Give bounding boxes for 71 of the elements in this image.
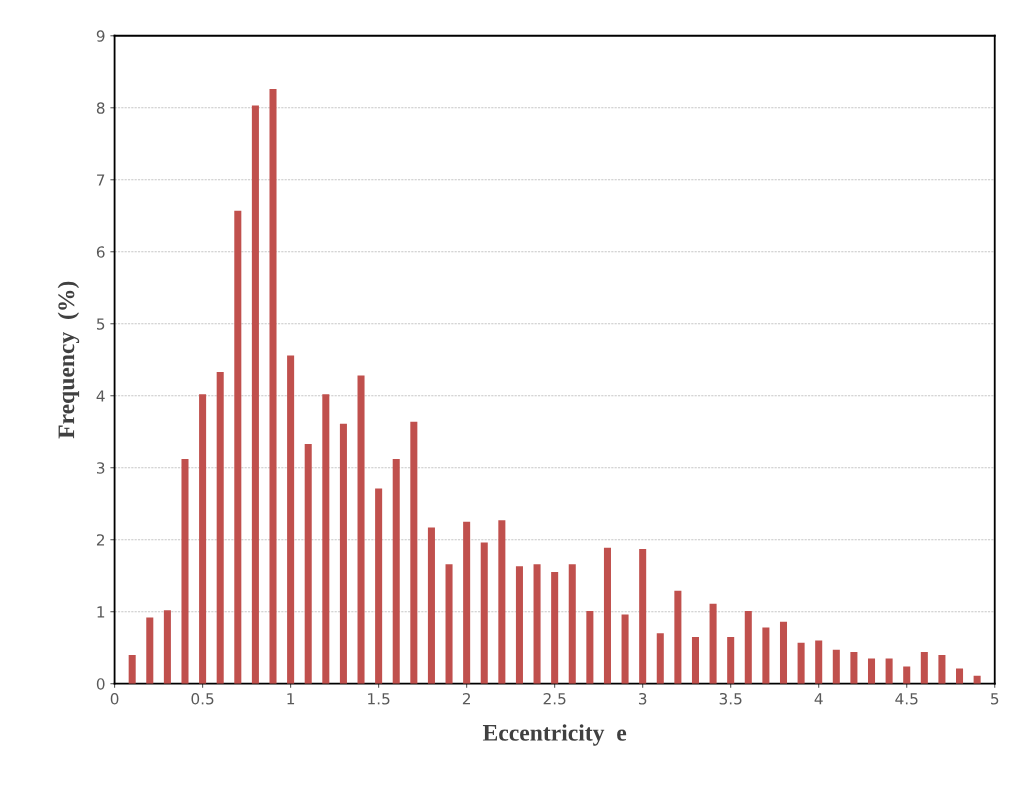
bar [779,621,788,684]
bar [903,666,911,684]
bar [709,603,717,684]
bar [445,564,453,684]
x-tick-label: 2.5 [543,693,566,705]
bar [304,443,312,684]
bar [498,520,506,684]
bar [586,610,594,684]
bar [410,421,418,684]
bar [956,668,964,684]
x-tick-label: 4.5 [895,693,918,705]
x-axis-title: Eccentricity e [482,724,627,746]
x-tick-label: 0 [110,693,119,705]
bar [181,459,189,684]
bar [656,633,664,684]
bar [234,210,242,684]
bar [674,590,682,684]
bar [269,89,277,684]
bar [815,640,823,684]
x-tick-label: 5 [991,693,999,705]
y-tick-label: 6 [96,246,105,258]
bar [639,549,647,684]
y-tick-label: 0 [96,678,105,690]
bar [146,617,154,684]
bar [885,658,893,684]
bar [621,614,629,684]
x-tick-label: 1.5 [368,693,390,705]
y-tick-label: 5 [97,318,105,330]
bar [163,610,171,684]
bar [463,521,471,684]
bar [867,658,876,684]
y-tick-label: 2 [96,534,105,546]
bar [287,355,295,684]
bar [920,652,928,684]
bar [691,636,699,684]
bar [357,375,365,684]
bar [199,394,207,684]
bar [850,652,858,684]
bar [568,564,576,684]
bar [515,566,523,684]
y-tick-label: 7 [97,174,105,186]
bar [375,488,383,684]
x-tick-label: 1 [287,693,295,705]
bar [727,636,735,684]
y-axis-title: Frequency (%) [57,281,80,439]
y-tick-label: 1 [97,606,105,618]
bar [392,459,400,684]
x-tick-label: 3 [638,693,647,705]
bar [533,564,541,684]
bar [797,642,805,684]
bar [251,105,259,684]
bar [339,423,347,684]
x-tick-label: 2 [462,693,470,705]
y-tick-label: 4 [96,390,105,402]
bar [480,542,488,684]
bar [762,627,770,684]
x-tick-label: 0.5 [191,693,214,705]
bar [427,527,435,684]
bar [216,371,224,684]
bar [744,610,752,684]
x-tick-label: 4 [814,693,823,705]
bar [322,394,330,684]
bar [832,649,840,684]
bar [938,654,946,684]
x-tick-label: 3.5 [719,693,742,705]
y-tick-label: 9 [96,30,105,42]
y-tick-label: 3 [97,462,105,474]
y-tick-label: 8 [96,102,105,114]
bar [603,547,611,684]
bar [551,572,559,684]
bar [128,654,136,684]
